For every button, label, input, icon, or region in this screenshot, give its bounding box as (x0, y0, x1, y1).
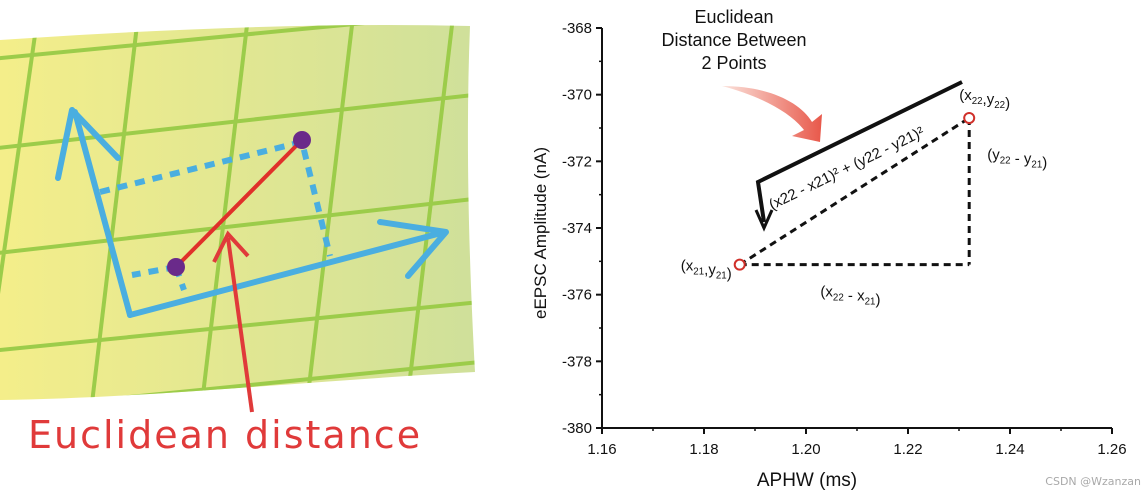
dy-label: (y22 - y21) (987, 146, 1047, 171)
annotation-title-line: 2 Points (701, 53, 766, 73)
y-axis (72, 109, 133, 318)
scatter-chart: -368 -370 -372 -374 -376 -378 -380 1.16 1.18 1.20… (500, 0, 1147, 492)
pointer-arrow (226, 237, 254, 413)
illustration-svg: Euclidean distance (0, 24, 475, 457)
y-tick-label: -374 (562, 220, 592, 237)
data-point-1 (733, 258, 746, 271)
point-b (293, 131, 311, 149)
x-axis (127, 229, 448, 318)
y-tick-label: -378 (562, 353, 592, 370)
x-tick-label: 1.26 (1097, 441, 1126, 458)
formula-bracket (755, 80, 963, 223)
formula-bracket-arrowhead (754, 209, 774, 232)
x-tick-label: 1.24 (995, 441, 1024, 458)
hypotenuse-line (738, 116, 971, 266)
y-tick-label: -368 (562, 20, 592, 37)
euclidean-illustration: Euclidean distance (0, 0, 500, 492)
data-point-2 (963, 112, 976, 124)
pointer-arrowhead (212, 230, 250, 263)
y-axis-label: eEPSC Amplitude (nA) (531, 147, 550, 319)
caption: Euclidean distance (28, 413, 422, 457)
y-tick-label: -380 (562, 420, 592, 437)
x-tick-label: 1.20 (791, 441, 820, 458)
x-tick-label: 1.22 (893, 441, 922, 458)
paper-background (0, 24, 475, 400)
annotation-title-line: Euclidean (694, 7, 773, 27)
y-tick-label: -370 (562, 87, 592, 104)
annotation-title-line: Distance Between (661, 30, 806, 50)
watermark: CSDN @Wzanzan (1045, 475, 1141, 488)
y-tick-label: -376 (562, 287, 592, 304)
pointer-swoosh-arrow (722, 86, 822, 142)
dx-label: (x22 - x21) (820, 284, 880, 309)
point-1-label: (x21,y21) (681, 258, 732, 283)
x-tick-label: 1.16 (587, 441, 616, 458)
chart-svg: -368 -370 -372 -374 -376 -378 -380 1.16 1.18 1.20… (531, 7, 1127, 491)
x-axis-label: APHW (ms) (757, 470, 857, 491)
grid-lines (0, 24, 475, 400)
x-tick-label: 1.18 (689, 441, 718, 458)
y-tick-label: -372 (562, 153, 592, 170)
x-axis-arrowhead (377, 219, 449, 279)
y-axis-arrowhead (55, 107, 121, 181)
point-a (167, 258, 185, 276)
distance-line (174, 138, 304, 269)
point-2-label: (x22,y22) (959, 87, 1010, 112)
